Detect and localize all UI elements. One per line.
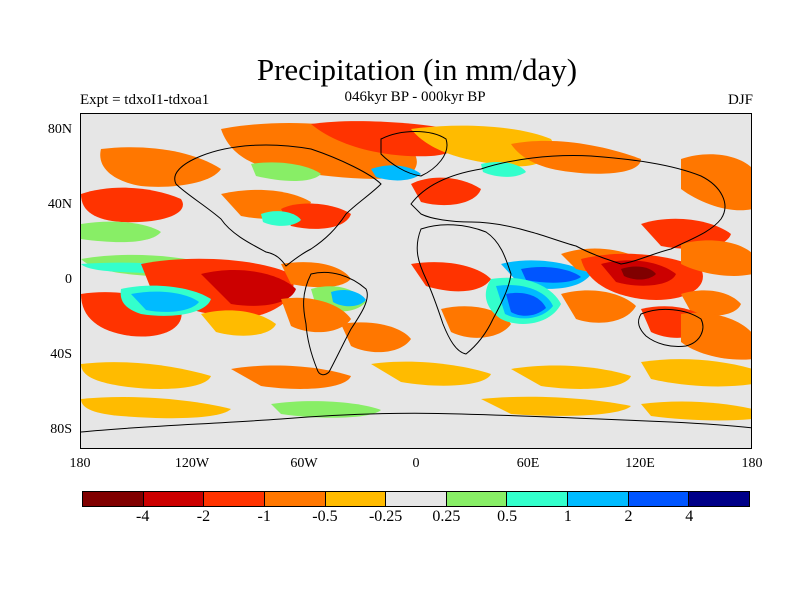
colorbar-box [204, 492, 265, 506]
colorbar-label: 2 [604, 508, 654, 526]
y-tick-80n: 80N [32, 122, 72, 138]
x-tick-60e: 60E [498, 456, 558, 472]
y-tick-40n: 40N [32, 197, 72, 213]
precipitation-map [80, 113, 752, 449]
colorbar-label: -4 [118, 508, 168, 526]
x-tick-60w: 60W [274, 456, 334, 472]
colorbar-box [326, 492, 387, 506]
colorbar-box [386, 492, 447, 506]
colorbar-label: 1 [543, 508, 593, 526]
x-tick-120w: 120W [162, 456, 222, 472]
y-tick-0: 0 [32, 272, 72, 288]
colorbar-box [507, 492, 568, 506]
colorbar-box [83, 492, 144, 506]
y-tick-40s: 40S [32, 347, 72, 363]
colorbar-label: 4 [664, 508, 714, 526]
x-tick-120e: 120E [610, 456, 670, 472]
x-tick-180-right: 180 [722, 456, 782, 472]
colorbar-label: 0.25 [421, 508, 471, 526]
y-tick-80s: 80S [32, 422, 72, 438]
experiment-label: Expt = tdxoI1-tdxoa1 [80, 92, 209, 109]
x-tick-180-left: 180 [50, 456, 110, 472]
colorbar-label: 0.5 [482, 508, 532, 526]
colorbar-label: -1 [239, 508, 289, 526]
colorbar-box [447, 492, 508, 506]
x-tick-0: 0 [386, 456, 446, 472]
season-label: DJF [728, 92, 753, 109]
colorbar-box [629, 492, 690, 506]
colorbar-box [144, 492, 205, 506]
colorbar-box [689, 492, 749, 506]
chart-title: Precipitation (in mm/day) [0, 52, 800, 88]
map-canvas [81, 114, 752, 449]
chart-subtitle: 046kyr BP - 000kyr BP [300, 89, 530, 106]
colorbar-box [568, 492, 629, 506]
colorbar-label: -0.5 [300, 508, 350, 526]
colorbar [82, 491, 750, 507]
colorbar-box [265, 492, 326, 506]
colorbar-label: -0.25 [361, 508, 411, 526]
colorbar-label: -2 [178, 508, 228, 526]
